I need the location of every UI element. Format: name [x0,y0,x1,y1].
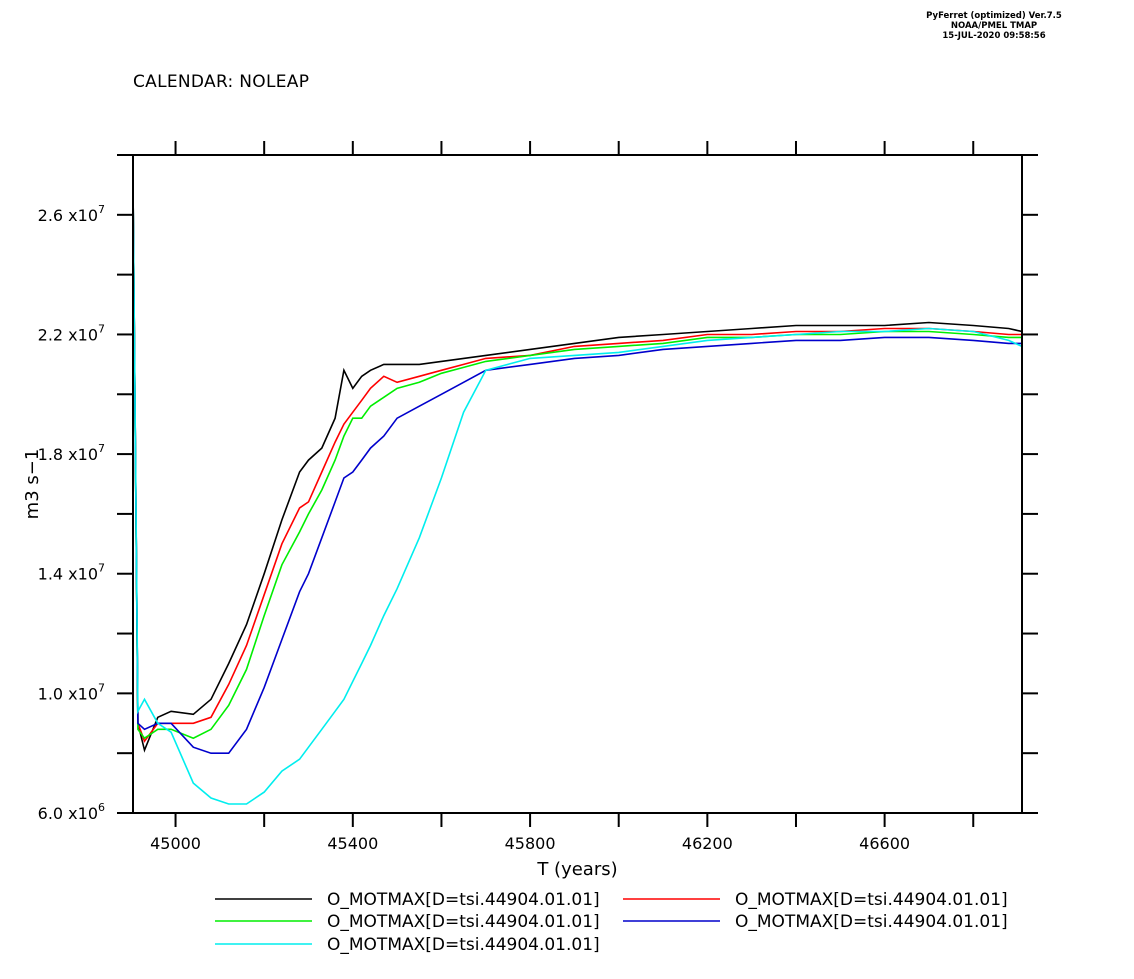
plot-frame [132,154,1023,814]
pyferret-org-label: NOAA/PMEL TMAP [950,21,1038,31]
legend-label: O_MOTMAX[D=tsi.44904.01.01] [327,890,600,910]
series-line-4 [133,184,1022,754]
legend-label: O_MOTMAX[D=tsi.44904.01.01] [735,912,1008,932]
series-line-1 [133,184,1022,753]
y-tick-label: 2.2 x107 [38,322,105,344]
x-tick-label: 46600 [859,834,910,853]
x-tick-label: 45800 [505,834,556,853]
series-line-3 [133,184,1022,740]
x-tick-label: 45000 [150,834,201,853]
pyferret-version-label: PyFerret (optimized) Ver.7.5 [926,11,1062,21]
x-tick-label: 46200 [682,834,733,853]
calendar-label: CALENDAR: NOLEAP [133,72,310,92]
legend: O_MOTMAX[D=tsi.44904.01.01] O_MOTMAX[D=ts… [215,890,1008,955]
legend-label: O_MOTMAX[D=tsi.44904.01.01] [327,935,600,955]
series-line-2 [133,184,1022,743]
x-axis-label: T (years) [536,859,617,880]
series-line-5 [133,184,1022,805]
legend-label: O_MOTMAX[D=tsi.44904.01.01] [735,890,1008,910]
y-tick-label: 1.0 x107 [38,681,105,703]
y-tick-label: 1.8 x107 [38,442,105,464]
x-axis-ticks: 45000 45400 45800 46200 46600 [150,141,975,853]
series-lines [133,184,1022,805]
x-tick-label: 45400 [327,834,378,853]
y-tick-label: 1.4 x107 [38,562,105,584]
legend-label: O_MOTMAX[D=tsi.44904.01.01] [327,912,600,932]
pyferret-timestamp-label: 15-JUL-2020 09:58:56 [942,31,1046,41]
y-axis-label: m3 s−1 [22,449,43,520]
y-tick-label: 2.6 x107 [38,203,105,225]
y-axis-ticks: 6.0 x106 1.0 x107 1.4 x107 1.8 x107 2.2 x107… [38,154,1038,823]
y-tick-label: 6.0 x106 [38,801,105,823]
